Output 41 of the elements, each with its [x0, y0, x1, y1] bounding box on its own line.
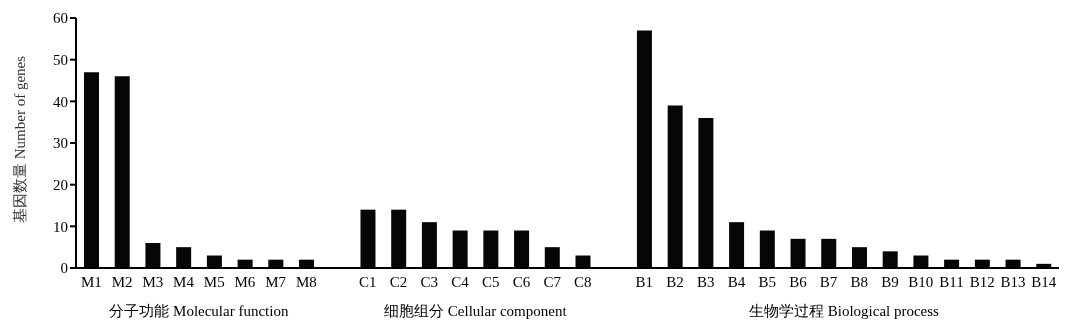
- x-tick-label: C2: [389, 273, 408, 290]
- y-tick-label: 20: [53, 176, 68, 193]
- x-tick-label: B14: [1031, 273, 1057, 290]
- x-tick-label: M4: [173, 273, 195, 290]
- x-tick-label: B6: [789, 273, 808, 290]
- x-tick-label: M3: [142, 273, 164, 290]
- x-tick-label: C4: [451, 273, 470, 290]
- x-tick-label: B8: [850, 273, 869, 290]
- x-tick-label: B12: [969, 273, 995, 290]
- x-tick-label: C5: [481, 273, 500, 290]
- x-tick-label: C8: [574, 273, 592, 290]
- x-tick-label: B5: [758, 273, 776, 290]
- text: 细胞组分 Cellular component: [384, 303, 567, 319]
- x-tick-label: C7: [543, 273, 562, 290]
- x-tick-label: M7: [265, 273, 287, 290]
- y-tick-label: 30: [53, 135, 68, 152]
- x-tick-label: C1: [359, 273, 377, 290]
- x-tick-label: B13: [1000, 273, 1026, 290]
- x-tick-label: B11: [939, 273, 964, 290]
- y-tick-label: 0: [60, 260, 68, 277]
- x-tick-label: M5: [203, 273, 225, 290]
- x-tick-label: M6: [234, 273, 256, 290]
- text: 生物学过程 Biological process: [747, 302, 940, 321]
- y-axis-title: 基因数量 Number of genes: [12, 55, 29, 223]
- x-tick-label: B4: [727, 273, 746, 290]
- x-tick-label: B3: [696, 273, 715, 290]
- y-tick-label: 10: [53, 218, 68, 235]
- text: 分子功能 Molecular function: [109, 303, 289, 319]
- y-tick-label: 60: [53, 10, 68, 27]
- x-tick-label: B10: [908, 273, 934, 290]
- x-tick-label: B9: [881, 273, 899, 290]
- y-tick-label: 50: [53, 51, 68, 68]
- x-tick-label: B2: [666, 273, 684, 290]
- x-tick-label: M8: [295, 273, 317, 290]
- x-tick-label: C3: [420, 273, 439, 290]
- x-tick-label: C6: [512, 273, 531, 290]
- x-tick-label: B1: [635, 273, 654, 290]
- y-tick-label: 40: [53, 93, 68, 110]
- x-tick-label: B7: [819, 273, 838, 290]
- x-tick-label: M2: [111, 273, 133, 290]
- x-tick-label: M1: [80, 273, 102, 290]
